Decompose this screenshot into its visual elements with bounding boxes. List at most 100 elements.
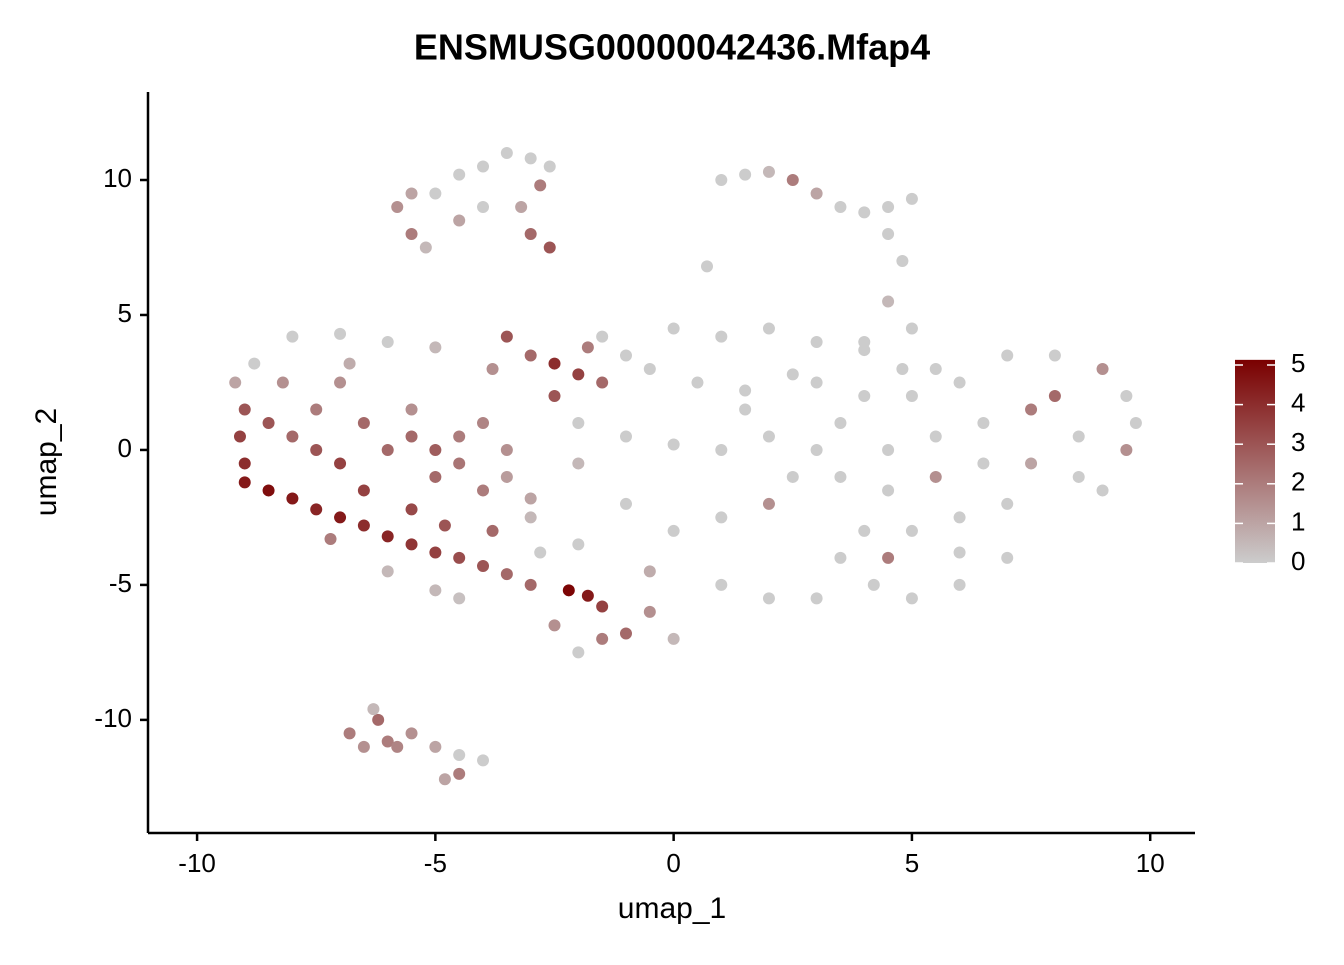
y-tick-label: -5 [109, 568, 132, 598]
cell-point [572, 646, 585, 659]
cell-point [596, 376, 609, 389]
cell-point [953, 511, 966, 524]
cell-point [739, 384, 752, 397]
cell-point [858, 389, 871, 402]
cell-point [543, 241, 556, 254]
cell-point [310, 443, 323, 456]
cell-point [762, 592, 775, 605]
cell-point [477, 754, 490, 767]
cell-point [343, 727, 356, 740]
cell-point [381, 530, 394, 543]
cell-point [524, 349, 537, 362]
cell-point [334, 327, 347, 340]
cell-point [619, 497, 632, 510]
cell-point [486, 362, 499, 375]
points [229, 147, 1142, 786]
cell-point [786, 174, 799, 187]
cell-point [701, 260, 714, 273]
cell-point [619, 430, 632, 443]
cell-point [229, 376, 242, 389]
cell-point [867, 578, 880, 591]
cell-point [310, 503, 323, 516]
cell-point [500, 147, 513, 160]
cell-point [534, 546, 547, 559]
cell-point [486, 524, 499, 537]
cell-point [1129, 416, 1142, 429]
cell-point [572, 368, 585, 381]
cell-point [1048, 389, 1061, 402]
cell-point [810, 443, 823, 456]
cell-point [715, 174, 728, 187]
cell-point [477, 160, 490, 173]
cell-point [691, 376, 704, 389]
cell-point [581, 589, 594, 602]
cell-point [667, 632, 680, 645]
cell-point [858, 206, 871, 219]
y-tick-label: 10 [103, 163, 132, 193]
x-tick-label: -5 [424, 848, 447, 878]
cell-point [953, 578, 966, 591]
cell-point [810, 335, 823, 348]
y-axis-label: umap_2 [30, 408, 63, 516]
cell-point [596, 330, 609, 343]
cell-point [1096, 362, 1109, 375]
cell-point [405, 430, 418, 443]
cell-point [357, 740, 370, 753]
cell-point [477, 416, 490, 429]
cell-point [786, 470, 799, 483]
cell-point [882, 484, 895, 497]
x-tick-label: 0 [666, 848, 680, 878]
cell-point [905, 192, 918, 205]
cell-point [381, 335, 394, 348]
cell-point [429, 584, 442, 597]
cell-point [1025, 403, 1038, 416]
cell-point [929, 430, 942, 443]
cell-point [357, 416, 370, 429]
cell-point [1025, 457, 1038, 470]
x-tick-label: -10 [178, 848, 216, 878]
cell-point [262, 484, 275, 497]
cell-point [596, 600, 609, 613]
cell-point [238, 457, 251, 470]
cell-point [357, 484, 370, 497]
cell-point [667, 322, 680, 335]
cell-point [405, 227, 418, 240]
cell-point [500, 470, 513, 483]
cell-point [391, 200, 404, 213]
cell-point [896, 254, 909, 267]
cell-point [762, 430, 775, 443]
cell-point [810, 592, 823, 605]
cell-point [334, 511, 347, 524]
cell-point [1096, 484, 1109, 497]
cell-point [762, 322, 775, 335]
cell-point [405, 727, 418, 740]
cell-point [858, 524, 871, 537]
cell-point [367, 703, 380, 716]
cell-point [953, 546, 966, 559]
cell-point [715, 330, 728, 343]
y-tick-label: 0 [118, 433, 132, 463]
cell-point [882, 200, 895, 213]
cell-point [310, 403, 323, 416]
cell-point [286, 492, 299, 505]
cell-point [429, 470, 442, 483]
cell-point [762, 165, 775, 178]
cell-point [596, 632, 609, 645]
cell-point [334, 376, 347, 389]
cell-point [343, 357, 356, 370]
cell-point [905, 389, 918, 402]
cell-point [882, 551, 895, 564]
cell-point [667, 438, 680, 451]
cell-point [453, 767, 466, 780]
colorbar-label: 1 [1291, 506, 1305, 536]
cell-point [858, 335, 871, 348]
cell-point [524, 227, 537, 240]
x-tick-label: 10 [1136, 848, 1165, 878]
cell-point [715, 443, 728, 456]
cell-point [739, 403, 752, 416]
cell-point [500, 568, 513, 581]
cell-point [715, 578, 728, 591]
cell-point [905, 524, 918, 537]
colorbar [1235, 359, 1275, 563]
